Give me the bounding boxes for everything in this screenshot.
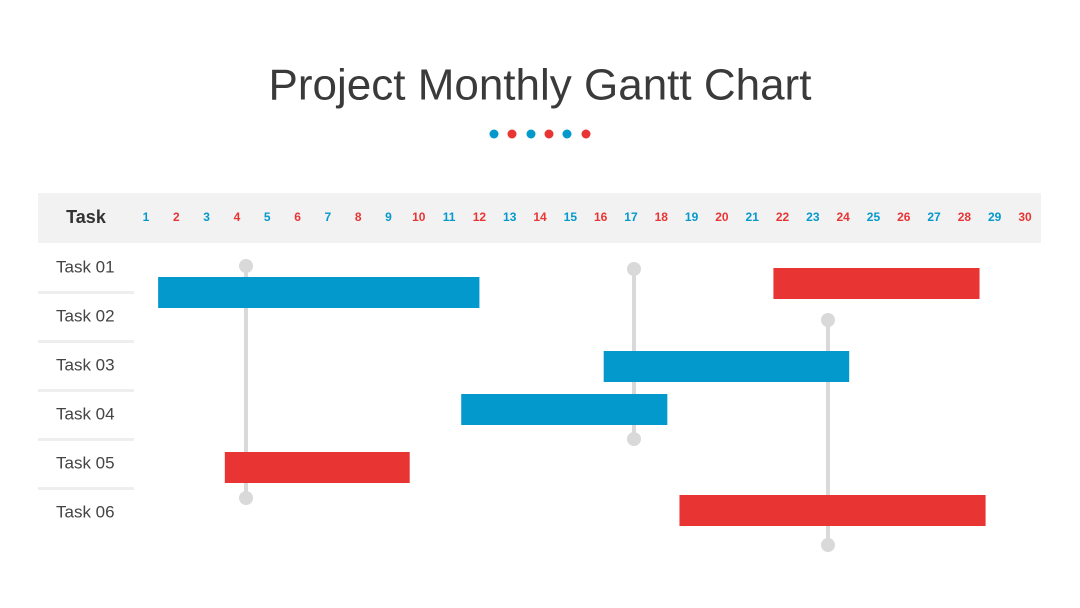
- header-label: Task: [66, 207, 107, 227]
- day-label: 5: [264, 210, 271, 224]
- day-label: 7: [325, 210, 332, 224]
- dot: [526, 129, 536, 139]
- day-label: 9: [385, 210, 392, 224]
- task-bar: [603, 351, 850, 382]
- milestone-dot: [626, 262, 641, 276]
- task-bar: [773, 268, 980, 299]
- chart-title: Project Monthly Gantt Chart: [269, 61, 812, 110]
- day-label: 11: [443, 210, 456, 224]
- task-label: Task 06: [56, 502, 115, 521]
- day-label: 1: [143, 210, 150, 224]
- day-label: 23: [806, 210, 820, 224]
- task-label: Task 04: [56, 404, 115, 423]
- day-label: 3: [203, 210, 210, 224]
- task-label: Task 01: [56, 257, 115, 276]
- day-label: 25: [867, 210, 881, 224]
- dot: [489, 129, 499, 139]
- day-label: 15: [564, 210, 578, 224]
- day-label: 21: [746, 210, 760, 224]
- day-label: 8: [355, 210, 362, 224]
- day-label: 14: [533, 210, 547, 224]
- task-label: Task 05: [56, 453, 115, 472]
- task-bar: [461, 394, 668, 425]
- milestone-dot: [820, 313, 835, 327]
- day-label: 2: [173, 210, 180, 224]
- task-label: Task 03: [56, 355, 115, 374]
- day-label: 12: [473, 210, 487, 224]
- day-label: 17: [624, 210, 638, 224]
- day-label: 28: [958, 210, 972, 224]
- day-label: 27: [927, 210, 941, 224]
- day-label: 18: [655, 210, 669, 224]
- day-label: 19: [685, 210, 699, 224]
- milestone-dot: [239, 491, 254, 505]
- day-label: 29: [988, 210, 1002, 224]
- milestone-dot: [239, 259, 254, 273]
- day-label: 6: [294, 210, 301, 224]
- day-label: 20: [715, 210, 729, 224]
- task-bar: [679, 495, 986, 526]
- dot: [581, 129, 591, 139]
- dot: [562, 129, 572, 139]
- task-bar: [158, 277, 480, 308]
- task-bar: [224, 452, 410, 483]
- milestone-dot: [626, 432, 641, 446]
- day-label: 13: [503, 210, 517, 224]
- day-label: 16: [594, 210, 608, 224]
- day-label: 10: [412, 210, 426, 224]
- day-label: 4: [234, 210, 241, 224]
- header-band: [38, 193, 1041, 243]
- day-label: 24: [836, 210, 850, 224]
- day-label: 22: [776, 210, 790, 224]
- day-label: 30: [1018, 210, 1032, 224]
- task-label: Task 02: [56, 306, 115, 325]
- dot: [544, 129, 554, 139]
- title-dots: [489, 129, 591, 139]
- dot: [507, 129, 517, 139]
- milestone-dot: [820, 538, 835, 552]
- day-label: 26: [897, 210, 911, 224]
